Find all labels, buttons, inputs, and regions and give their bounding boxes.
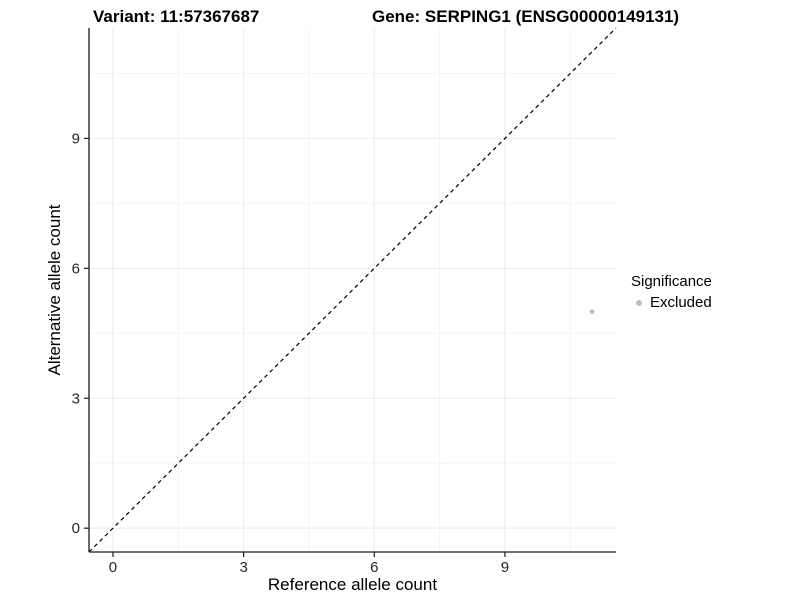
- legend-title: Significance: [631, 273, 712, 290]
- x-tick-label: 0: [109, 559, 117, 576]
- legend: Significance Excluded: [631, 273, 712, 311]
- x-tick-label: 6: [370, 559, 378, 576]
- y-tick-label: 3: [72, 390, 80, 407]
- y-axis-title: Alternative allele count: [45, 204, 64, 376]
- y-tick-label: 6: [72, 260, 80, 277]
- gene-title: Gene: SERPING1 (ENSG00000149131): [372, 7, 680, 26]
- x-tick-label: 3: [239, 559, 247, 576]
- variant-title: Variant: 11:57367687: [93, 7, 260, 26]
- x-axis-title: Reference allele count: [267, 575, 438, 594]
- legend-key-dot-icon: [636, 299, 642, 306]
- legend-item-excluded: Excluded: [631, 294, 712, 311]
- y-tick-label: 0: [72, 520, 80, 537]
- x-tick-label: 9: [501, 559, 509, 576]
- data-point: [589, 309, 595, 314]
- legend-item-label: Excluded: [650, 294, 712, 311]
- identity-dashed-line: [88, 27, 617, 553]
- y-tick-label: 9: [72, 130, 80, 147]
